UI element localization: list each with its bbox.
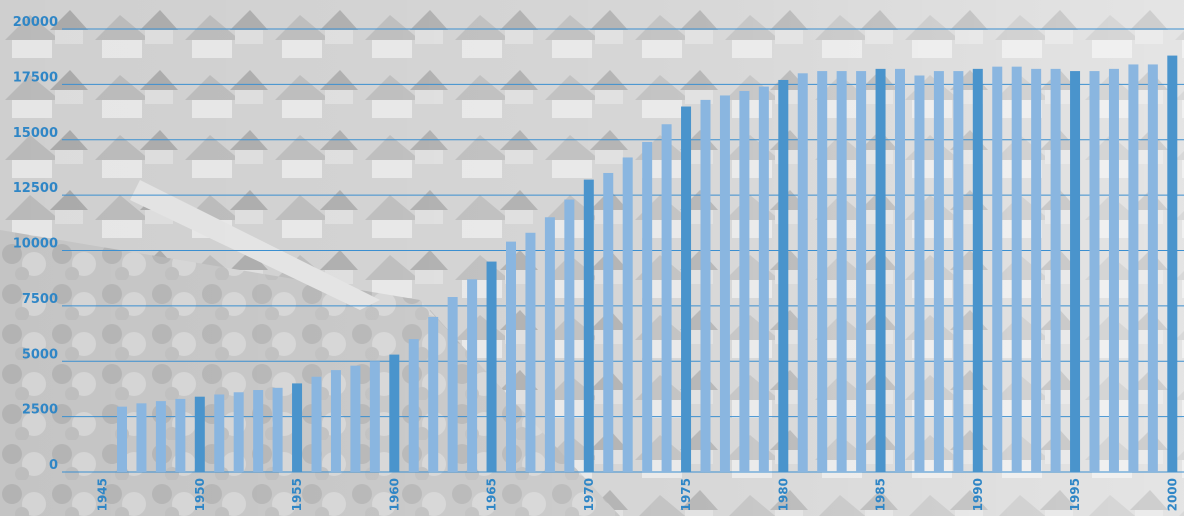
x-tick-label: 1975 xyxy=(679,478,693,511)
bar-1979 xyxy=(758,86,769,472)
bar-1984 xyxy=(856,71,867,473)
x-tick-label: 1985 xyxy=(874,478,888,511)
bar-1954 xyxy=(272,387,283,472)
bar-1946 xyxy=(117,406,127,472)
x-tick-label: 1955 xyxy=(290,478,304,511)
y-tick-label: 20000 xyxy=(13,15,58,30)
bar-1990 xyxy=(972,68,983,473)
bar-1981 xyxy=(797,73,808,473)
y-tick-label: 17500 xyxy=(13,70,58,85)
bar-1964 xyxy=(467,279,478,472)
bar-1987 xyxy=(914,75,925,472)
y-tick-label: 10000 xyxy=(13,237,58,252)
bar-1972 xyxy=(622,157,633,472)
bar-2000 xyxy=(1167,55,1178,472)
bar-1999 xyxy=(1147,64,1158,472)
x-tick-label: 1960 xyxy=(387,478,401,511)
y-tick-label: 15000 xyxy=(13,126,58,141)
bar-1948 xyxy=(155,401,166,472)
bar-1962 xyxy=(428,316,439,472)
bar-1963 xyxy=(447,297,458,472)
bar-1967 xyxy=(525,232,536,472)
bar-1976 xyxy=(700,99,711,472)
bar-1975 xyxy=(681,106,692,473)
bar-1949 xyxy=(175,398,186,472)
bar-1995 xyxy=(1070,71,1081,473)
bar-1958 xyxy=(350,365,361,472)
bar-1956 xyxy=(311,376,322,472)
y-axis-labels: 0 2500 5000 7500 10000 12500 15000 17500 20000 xyxy=(13,15,58,473)
x-tick-label: 1970 xyxy=(582,478,596,511)
y-tick-label: 12500 xyxy=(13,181,58,196)
bar-1982 xyxy=(817,71,828,473)
bar-1986 xyxy=(895,68,905,473)
bar-1957 xyxy=(330,370,341,472)
x-axis-labels: 1945 1950 1955 1960 1965 1970 1975 1980 1985 1990… xyxy=(96,478,1180,511)
bar-1980 xyxy=(778,79,789,472)
bar-1960 xyxy=(389,354,400,472)
bar-1959 xyxy=(369,361,380,472)
bar-1973 xyxy=(642,141,653,472)
x-tick-label: 1990 xyxy=(971,478,985,511)
bar-1966 xyxy=(506,241,516,472)
bar-1977 xyxy=(719,95,730,472)
y-tick-label: 5000 xyxy=(22,347,58,362)
bar-1971 xyxy=(603,172,614,472)
bar-1955 xyxy=(292,383,303,472)
bar-1951 xyxy=(214,394,225,472)
bar-1996 xyxy=(1089,71,1100,473)
bar-1950 xyxy=(194,396,205,472)
bar-1988 xyxy=(933,71,944,473)
x-tick-label: 1995 xyxy=(1068,478,1082,511)
bar-1993 xyxy=(1031,68,1042,473)
bar-1998 xyxy=(1128,64,1139,472)
y-tick-label: 7500 xyxy=(22,292,58,307)
bar-1989 xyxy=(953,71,964,473)
bar-1974 xyxy=(661,124,672,473)
x-tick-label: 2000 xyxy=(1165,478,1179,511)
bar-1961 xyxy=(408,339,419,472)
bar-1953 xyxy=(253,390,264,472)
bar-1947 xyxy=(136,403,147,472)
x-tick-label: 1950 xyxy=(193,478,207,511)
y-tick-label: 2500 xyxy=(22,403,58,418)
bar-1969 xyxy=(564,199,575,472)
bar-1968 xyxy=(544,217,555,472)
x-tick-label: 1945 xyxy=(96,478,110,511)
bar-1983 xyxy=(836,71,847,473)
bar-1952 xyxy=(233,392,244,472)
bar-1985 xyxy=(875,68,886,473)
bar-1978 xyxy=(739,91,750,473)
x-tick-label: 1965 xyxy=(485,478,499,511)
bars xyxy=(117,55,1178,473)
x-tick-label: 1980 xyxy=(776,478,790,511)
bar-1992 xyxy=(1011,66,1022,472)
bar-1965 xyxy=(486,261,497,472)
bar-1970 xyxy=(583,179,594,472)
bar-1994 xyxy=(1050,68,1061,473)
y-tick-label: 0 xyxy=(49,458,58,473)
bar-1991 xyxy=(992,66,1003,472)
bar-1997 xyxy=(1108,68,1119,473)
